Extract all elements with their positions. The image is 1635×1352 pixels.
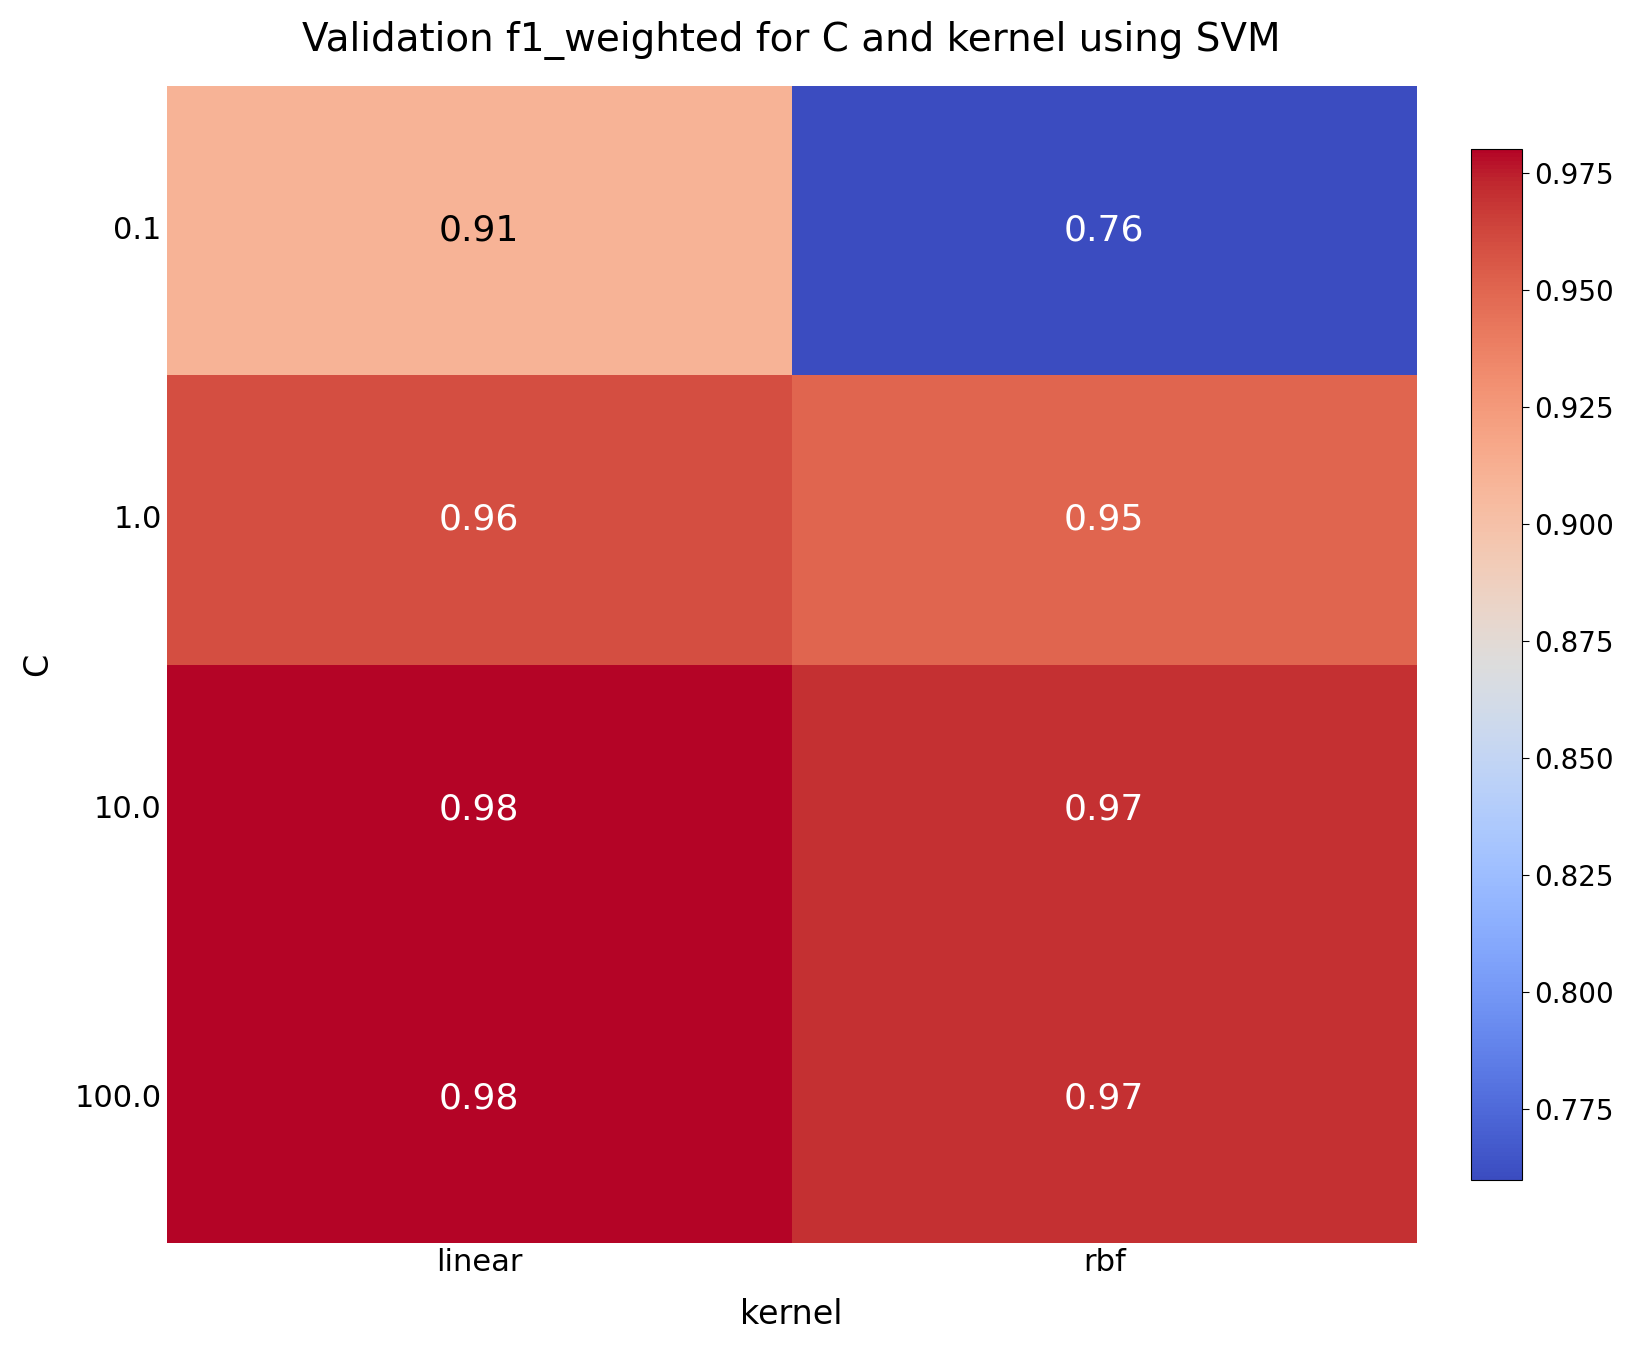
Text: 0.91: 0.91 xyxy=(438,214,520,247)
Text: 0.95: 0.95 xyxy=(1064,503,1144,537)
Title: Validation f1_weighted for C and kernel using SVM: Validation f1_weighted for C and kernel … xyxy=(302,20,1280,59)
Text: 0.96: 0.96 xyxy=(438,503,520,537)
Text: 0.97: 0.97 xyxy=(1064,792,1144,826)
Text: 0.97: 0.97 xyxy=(1064,1082,1144,1115)
Text: 0.76: 0.76 xyxy=(1064,214,1144,247)
X-axis label: kernel: kernel xyxy=(741,1298,844,1332)
Text: 0.98: 0.98 xyxy=(438,792,520,826)
Text: 0.98: 0.98 xyxy=(438,1082,520,1115)
Y-axis label: C: C xyxy=(21,653,54,676)
